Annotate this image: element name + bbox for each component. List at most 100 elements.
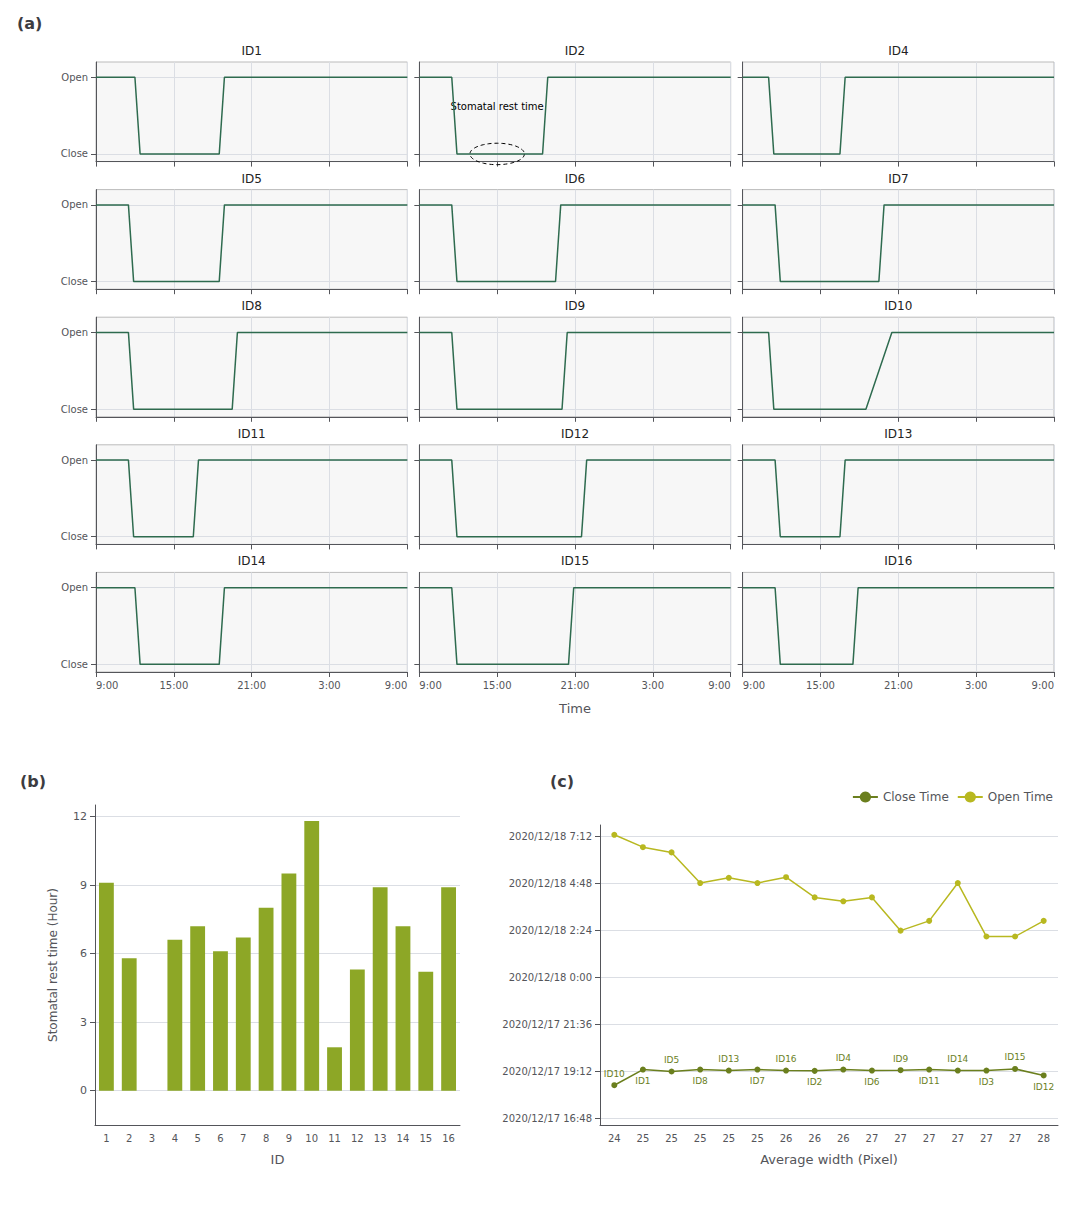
svg-text:27: 27	[951, 1133, 964, 1144]
svg-text:ID15: ID15	[1005, 1052, 1026, 1062]
svg-text:9:00: 9:00	[743, 680, 765, 691]
svg-text:21:00: 21:00	[884, 680, 913, 691]
svg-text:ID13: ID13	[884, 427, 912, 441]
svg-text:ID11: ID11	[238, 427, 266, 441]
svg-text:21:00: 21:00	[237, 680, 266, 691]
svg-text:3: 3	[149, 1133, 155, 1144]
svg-text:12: 12	[351, 1133, 364, 1144]
svg-text:(c): (c)	[550, 772, 574, 791]
svg-text:11: 11	[328, 1133, 341, 1144]
svg-text:6: 6	[217, 1133, 223, 1144]
svg-text:2020/12/18 0:00: 2020/12/18 0:00	[509, 972, 592, 983]
svg-text:9:00: 9:00	[708, 680, 730, 691]
svg-text:ID5: ID5	[241, 172, 261, 186]
svg-text:25: 25	[637, 1133, 650, 1144]
svg-text:27: 27	[1009, 1133, 1022, 1144]
svg-text:5: 5	[194, 1133, 200, 1144]
svg-text:9: 9	[286, 1133, 292, 1144]
svg-text:9:00: 9:00	[1032, 680, 1054, 691]
svg-text:Open: Open	[61, 327, 88, 338]
svg-text:25: 25	[665, 1133, 678, 1144]
svg-text:ID10: ID10	[884, 299, 912, 313]
svg-text:Open: Open	[61, 455, 88, 466]
svg-text:26: 26	[837, 1133, 850, 1144]
svg-text:ID7: ID7	[750, 1076, 765, 1086]
svg-text:ID1: ID1	[635, 1076, 650, 1086]
svg-text:ID2: ID2	[807, 1077, 822, 1087]
svg-text:ID14: ID14	[947, 1054, 968, 1064]
svg-text:ID4: ID4	[888, 44, 908, 58]
svg-text:0: 0	[80, 1084, 87, 1097]
svg-text:ID1: ID1	[241, 44, 261, 58]
svg-text:4: 4	[172, 1133, 178, 1144]
svg-text:7: 7	[240, 1133, 246, 1144]
svg-text:15: 15	[419, 1133, 432, 1144]
svg-text:ID9: ID9	[893, 1054, 909, 1064]
svg-text:15:00: 15:00	[159, 680, 188, 691]
svg-text:ID15: ID15	[561, 554, 589, 568]
svg-text:3:00: 3:00	[965, 680, 987, 691]
svg-text:Open Time: Open Time	[988, 790, 1053, 804]
svg-text:Close Time: Close Time	[883, 790, 949, 804]
svg-text:(b): (b)	[20, 772, 46, 791]
svg-text:ID12: ID12	[1033, 1082, 1054, 1092]
svg-text:9:00: 9:00	[96, 680, 118, 691]
svg-text:2020/12/17 19:12: 2020/12/17 19:12	[502, 1066, 592, 1077]
svg-text:Open: Open	[61, 72, 88, 83]
svg-text:2020/12/17 16:48: 2020/12/17 16:48	[502, 1113, 592, 1124]
svg-text:25: 25	[694, 1133, 707, 1144]
svg-text:2020/12/18 4:48: 2020/12/18 4:48	[509, 878, 592, 889]
svg-text:28: 28	[1037, 1133, 1050, 1144]
svg-text:Close: Close	[61, 276, 88, 287]
svg-text:ID11: ID11	[919, 1076, 940, 1086]
svg-text:Time: Time	[558, 701, 591, 716]
svg-text:26: 26	[780, 1133, 793, 1144]
svg-text:ID2: ID2	[565, 44, 585, 58]
svg-text:ID7: ID7	[888, 172, 908, 186]
svg-text:ID8: ID8	[241, 299, 261, 313]
svg-text:16: 16	[442, 1133, 455, 1144]
svg-text:27: 27	[894, 1133, 907, 1144]
svg-text:Average width (Pixel): Average width (Pixel)	[760, 1152, 898, 1167]
svg-text:27: 27	[980, 1133, 993, 1144]
svg-text:ID12: ID12	[561, 427, 589, 441]
svg-text:13: 13	[374, 1133, 387, 1144]
svg-text:ID10: ID10	[604, 1069, 625, 1079]
svg-text:2: 2	[126, 1133, 132, 1144]
svg-text:15:00: 15:00	[806, 680, 835, 691]
svg-text:Close: Close	[61, 659, 88, 670]
svg-text:Close: Close	[61, 531, 88, 542]
svg-text:ID8: ID8	[693, 1076, 709, 1086]
svg-text:ID3: ID3	[979, 1077, 994, 1087]
svg-text:25: 25	[751, 1133, 764, 1144]
svg-text:3:00: 3:00	[318, 680, 340, 691]
svg-text:ID5: ID5	[664, 1055, 679, 1065]
svg-text:Close: Close	[61, 148, 88, 159]
svg-text:ID14: ID14	[238, 554, 266, 568]
svg-text:ID13: ID13	[718, 1054, 739, 1064]
svg-text:9: 9	[80, 879, 87, 892]
svg-text:24: 24	[608, 1133, 621, 1144]
svg-text:27: 27	[866, 1133, 879, 1144]
svg-text:ID9: ID9	[565, 299, 585, 313]
svg-text:6: 6	[80, 947, 87, 960]
svg-text:(a): (a)	[17, 14, 42, 33]
svg-text:25: 25	[722, 1133, 735, 1144]
svg-text:15:00: 15:00	[483, 680, 512, 691]
svg-text:ID6: ID6	[864, 1077, 880, 1087]
svg-text:ID16: ID16	[776, 1054, 797, 1064]
svg-text:14: 14	[397, 1133, 410, 1144]
svg-text:26: 26	[808, 1133, 821, 1144]
svg-text:ID16: ID16	[884, 554, 912, 568]
svg-text:Close: Close	[61, 404, 88, 415]
svg-text:ID: ID	[271, 1152, 285, 1167]
svg-text:3: 3	[80, 1016, 87, 1029]
svg-text:21:00: 21:00	[561, 680, 590, 691]
svg-text:9:00: 9:00	[385, 680, 407, 691]
svg-text:27: 27	[923, 1133, 936, 1144]
svg-text:ID4: ID4	[836, 1053, 852, 1063]
svg-text:ID6: ID6	[565, 172, 585, 186]
svg-text:Open: Open	[61, 582, 88, 593]
svg-text:2020/12/18 7:12: 2020/12/18 7:12	[509, 831, 592, 842]
svg-text:Open: Open	[61, 199, 88, 210]
